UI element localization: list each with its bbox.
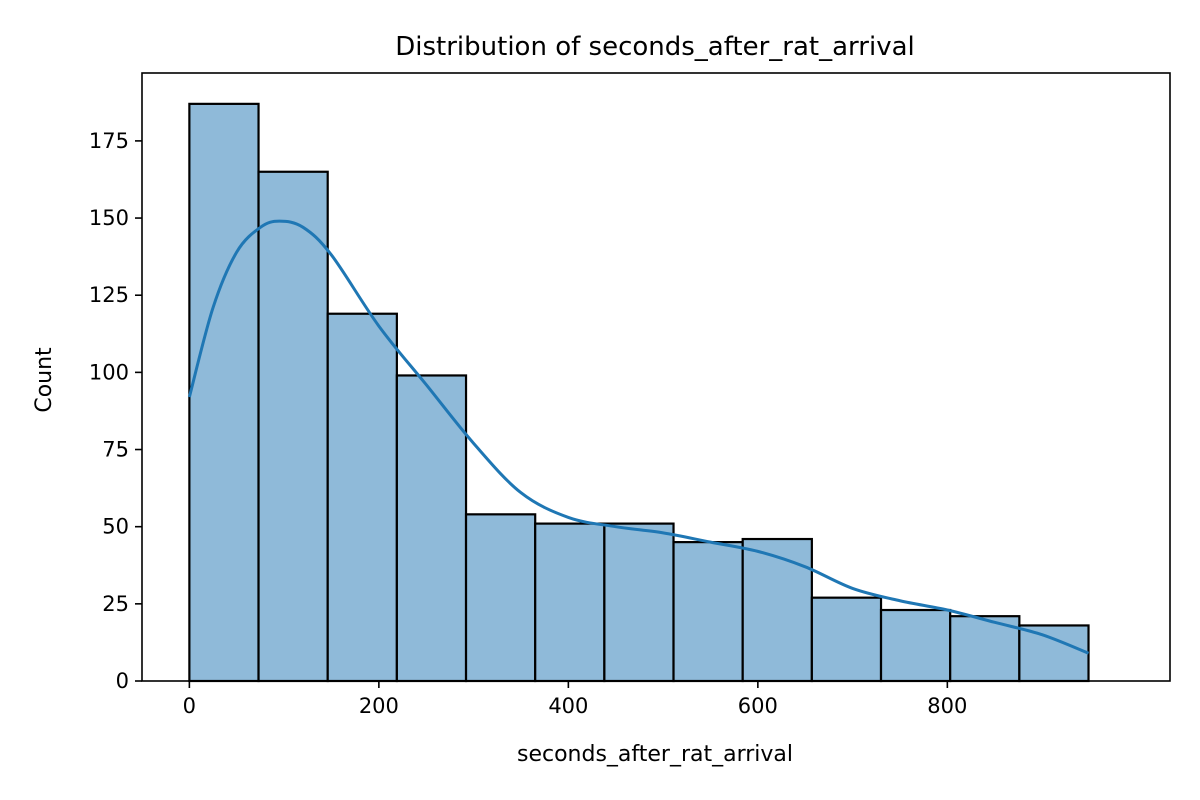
y-axis-label: Count: [32, 347, 57, 413]
chart-title: Distribution of seconds_after_rat_arriva…: [395, 32, 915, 62]
histogram-bar: [1018, 624, 1090, 683]
y-ticks-group: 0 25 50 75 100 125 150 175: [89, 129, 142, 693]
y-tick-label: 25: [102, 592, 129, 616]
kde-group: [187, 219, 1090, 655]
x-ticks-group: 0 200 400 600 800: [183, 681, 967, 718]
bars-group: [188, 102, 1090, 683]
histogram-bar: [188, 102, 260, 683]
kde-line: [187, 219, 1090, 655]
x-tick-label: 600: [738, 694, 778, 718]
histogram-bar: [603, 522, 675, 683]
histogram-bar: [741, 537, 813, 683]
y-tick-label: 100: [89, 360, 129, 384]
histogram-bar: [534, 522, 606, 683]
y-tick-label: 175: [89, 129, 129, 153]
y-tick-label: 125: [89, 283, 129, 307]
y-tick-label: 0: [116, 669, 129, 693]
histogram-bar: [395, 374, 468, 683]
x-tick-label: 200: [359, 694, 399, 718]
x-tick-label: 800: [927, 694, 967, 718]
x-tick-label: 0: [183, 694, 196, 718]
y-tick-label: 150: [89, 206, 129, 230]
plot-frame: [141, 72, 1171, 682]
y-tick-label: 50: [102, 515, 129, 539]
histogram-bar: [879, 608, 952, 683]
histogram-bar: [257, 170, 329, 683]
y-tick-label: 75: [102, 438, 129, 462]
histogram-bar: [326, 312, 398, 683]
x-axis-label: seconds_after_rat_arrival: [517, 742, 793, 767]
x-tick-label: 400: [548, 694, 588, 718]
histogram-bar: [672, 541, 744, 683]
histogram-bar: [464, 513, 537, 683]
histogram-bar: [810, 596, 883, 683]
